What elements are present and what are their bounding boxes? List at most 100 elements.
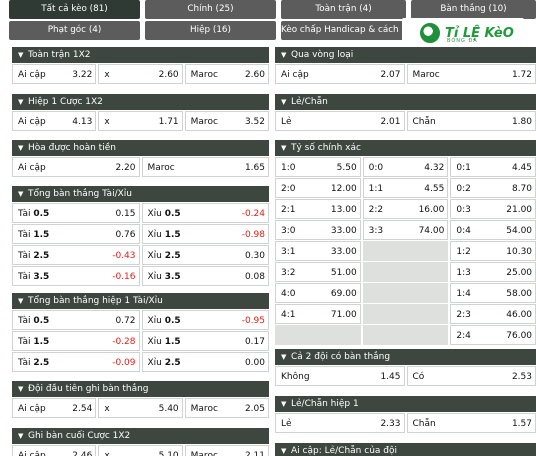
- odds-cell[interactable]: Tài 0.5 0.72: [12, 310, 140, 330]
- odds-cell[interactable]: Ai cập 2.46: [12, 445, 97, 456]
- odds-cell[interactable]: 0:2 8.70: [450, 178, 536, 198]
- odds-cell[interactable]: Xỉu 3.5 0.08: [141, 266, 269, 286]
- market-header[interactable]: ▼ Cả 2 đội có bàn thắng: [275, 349, 536, 365]
- odds-cell[interactable]: Ai cập 3.22: [12, 64, 97, 84]
- market-header[interactable]: ▼ Tỷ số chính xác: [275, 140, 536, 156]
- odds-cell[interactable]: Maroc 1.72: [406, 64, 536, 84]
- odds-cell[interactable]: 2:1 13.00: [275, 199, 361, 219]
- odds-cell[interactable]: 0:0 4.32: [362, 157, 449, 177]
- market-header[interactable]: ▼ Lẻ/Chẵn hiệp 1: [275, 396, 536, 412]
- selection-name: Tài: [18, 316, 31, 326]
- market-header[interactable]: ▼ Lẻ/Chẵn: [275, 94, 536, 110]
- market-header[interactable]: ▼ Toàn trận 1X2: [12, 47, 269, 63]
- odds-cell[interactable]: Xỉu 1.5 0.17: [141, 331, 269, 351]
- odds-cell[interactable]: Tài 2.5 -0.09: [12, 352, 140, 372]
- odds-cell[interactable]: Ai cập 4.13: [12, 111, 97, 131]
- odds-cell[interactable]: Ai cập 2.07: [275, 64, 405, 84]
- odds-cell[interactable]: 3:1 33.00: [275, 241, 361, 261]
- odds-cell[interactable]: Xỉu 0.5 -0.24: [141, 203, 269, 223]
- odds-cell[interactable]: 4:1 71.00: [275, 304, 361, 324]
- tab-goals[interactable]: Bàn thắng (10): [411, 0, 536, 19]
- odds-value: 2.05: [244, 404, 265, 414]
- odds-cell[interactable]: Maroc 2.11: [184, 445, 269, 456]
- odds-cell[interactable]: 3:0 33.00: [275, 220, 361, 240]
- odds-cell[interactable]: 0:3 21.00: [450, 199, 536, 219]
- market-header[interactable]: ▼ Hòa được hoàn tiền: [12, 140, 269, 156]
- odds-row: Ai cập 2.07 Maroc 1.72: [275, 64, 536, 84]
- tab-main[interactable]: Chính (25): [145, 0, 276, 19]
- odds-cell[interactable]: Chẵn 1.57: [406, 413, 536, 433]
- tab-halves[interactable]: Hiệp (16): [145, 21, 276, 40]
- odds-cell[interactable]: 1:1 4.55: [362, 178, 449, 198]
- market-header[interactable]: ▼ Hiệp 1 Cược 1X2: [12, 94, 269, 110]
- market-header[interactable]: ▼ Ghi bàn cuối Cược 1X2: [12, 428, 269, 444]
- odds-cell[interactable]: Lẻ 2.33: [275, 413, 405, 433]
- tab-all[interactable]: Tất cả kèo (81): [9, 0, 140, 19]
- odds-cell[interactable]: Xỉu 0.5 -0.95: [141, 310, 269, 330]
- odds-cell[interactable]: Ai cập 2.54: [12, 398, 97, 418]
- odds-cell[interactable]: Tài 2.5 -0.43: [12, 245, 140, 265]
- odds-cell[interactable]: Maroc 2.60: [184, 64, 269, 84]
- market-title: Lẻ/Chẵn hiệp 1: [291, 399, 359, 409]
- odds-cell[interactable]: 1:3 25.00: [450, 262, 536, 282]
- selection-name: 2:0: [281, 184, 296, 194]
- market-section: ▼ Tổng bàn thắng Tài/Xỉu Tài 0.5 0.15 Xỉu 0.…: [12, 186, 269, 286]
- odds-cell[interactable]: x 2.60: [98, 64, 183, 84]
- odds-cell[interactable]: Chẵn 1.80: [406, 111, 536, 131]
- market-header[interactable]: ▼ Đội đầu tiên ghi bàn thắng: [12, 381, 269, 397]
- odds-cell[interactable]: x 1.71: [98, 111, 183, 131]
- selection-label: 1:2: [456, 242, 470, 260]
- odds-cell[interactable]: Có 2.53: [406, 366, 536, 386]
- odds-cell[interactable]: 1:0 5.50: [275, 157, 361, 177]
- line-value: 0.5: [164, 316, 181, 326]
- market-header[interactable]: ▼ Ai cập: Lẻ/Chẵn của đội: [275, 443, 536, 456]
- odds-cell[interactable]: 3:3 74.00: [362, 220, 449, 240]
- odds-cell[interactable]: Tài 3.5 -0.16: [12, 266, 140, 286]
- odds-cell[interactable]: 4:0 69.00: [275, 283, 361, 303]
- selection-label: 3:0: [281, 221, 295, 239]
- odds-cell[interactable]: 0:4 54.00: [450, 220, 536, 240]
- odds-cell[interactable]: Tài 1.5 0.76: [12, 224, 140, 244]
- odds-value: 74.00: [418, 226, 445, 236]
- odds-cell[interactable]: 2:3 46.00: [450, 304, 536, 324]
- odds-cell[interactable]: Xỉu 1.5 -0.98: [141, 224, 269, 244]
- market-header[interactable]: ▼ Tổng bàn thắng hiệp 1 Tài/Xỉu: [12, 293, 269, 309]
- odds-cell[interactable]: x 5.10: [98, 445, 183, 456]
- selection-label: Xỉu 1.5: [148, 225, 181, 243]
- odds-cell[interactable]: 2:4 76.00: [450, 325, 536, 345]
- tab-handicap[interactable]: Kèo chấp Handicap & cách biệt (3): [281, 21, 406, 40]
- selection-name: 0:2: [456, 184, 471, 194]
- odds-cell[interactable]: Tài 1.5 -0.28: [12, 331, 140, 351]
- odds-cell[interactable]: Xỉu 2.5 0.30: [141, 245, 269, 265]
- odds-value: 54.00: [506, 226, 533, 236]
- odds-cell[interactable]: Maroc 3.52: [184, 111, 269, 131]
- odds-cell[interactable]: x 5.40: [98, 398, 183, 418]
- odds-cell[interactable]: 2:2 16.00: [362, 199, 449, 219]
- selection-name: Ai cập: [18, 117, 46, 127]
- odds-cell[interactable]: Xỉu 2.5 0.00: [141, 352, 269, 372]
- odds-cell[interactable]: Tài 0.5 0.15: [12, 203, 140, 223]
- line-value: 1.5: [33, 230, 50, 240]
- odds-cell[interactable]: 2:0 12.00: [275, 178, 361, 198]
- market-header[interactable]: ▼ Qua vòng loại: [275, 47, 536, 63]
- odds-cell[interactable]: Không 1.45: [275, 366, 405, 386]
- tab-corners[interactable]: Phạt góc (4): [9, 21, 140, 40]
- odds-cell[interactable]: Maroc 2.05: [184, 398, 269, 418]
- odds-row: 2:4 76.00: [275, 325, 536, 345]
- odds-cell[interactable]: 0:1 4.45: [450, 157, 536, 177]
- chevron-down-icon: ▼: [281, 144, 287, 152]
- odds-cell[interactable]: Ai cập 2.20: [12, 157, 140, 177]
- odds-cell[interactable]: 1:4 58.00: [450, 283, 536, 303]
- market-header[interactable]: ▼ Tổng bàn thắng Tài/Xỉu: [12, 186, 269, 202]
- odds-cell[interactable]: 3:2 51.00: [275, 262, 361, 282]
- odds-cell[interactable]: 1:2 10.30: [450, 241, 536, 261]
- selection-name: 3:1: [281, 247, 296, 257]
- selection-label: Ai cập: [18, 65, 46, 83]
- odds-cell[interactable]: Lẻ 2.01: [275, 111, 405, 131]
- odds-cell[interactable]: Maroc 1.65: [141, 157, 269, 177]
- market-title: Hiệp 1 Cược 1X2: [28, 97, 103, 107]
- chevron-down-icon: ▼: [18, 144, 24, 152]
- selection-name: 2:4: [456, 331, 471, 341]
- selection-label: Tài 1.5: [18, 332, 49, 350]
- tab-full-match[interactable]: Toàn trận (4): [281, 0, 406, 19]
